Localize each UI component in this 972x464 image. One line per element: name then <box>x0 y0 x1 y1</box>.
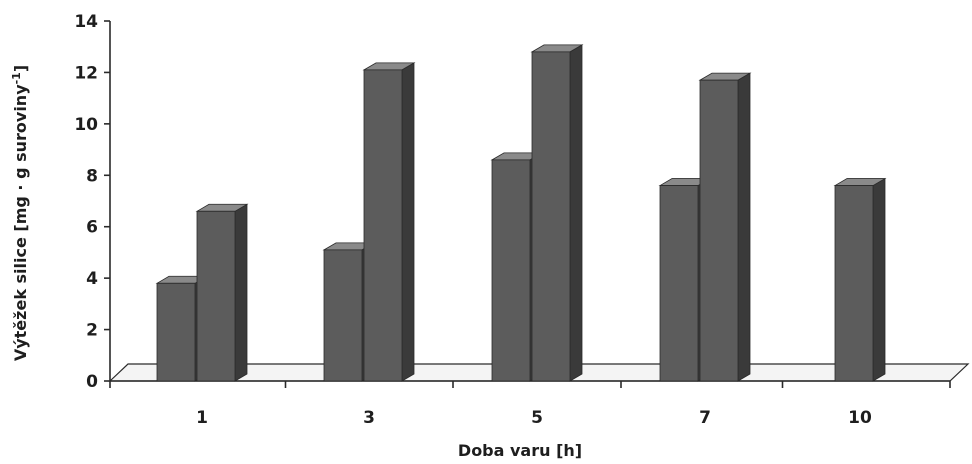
bar-front-face <box>323 249 363 382</box>
bar-side-face <box>872 177 886 382</box>
y-tick-label: 6 <box>86 218 98 238</box>
bar-side-face <box>737 72 751 382</box>
bar-3-series-2 <box>362 62 416 382</box>
bars <box>155 44 887 382</box>
bar-7-series-2 <box>698 72 752 382</box>
bar-front-face <box>834 185 874 382</box>
x-tick-label: 5 <box>531 408 543 428</box>
y-axis-title-main: Výtěžek silice [mg · g suroviny <box>11 84 30 361</box>
bar-front-face <box>156 282 196 382</box>
bar-side-face <box>234 203 248 382</box>
x-tick-label: 10 <box>848 408 872 428</box>
y-tick-label: 14 <box>74 12 98 32</box>
y-tick-label: 4 <box>86 269 98 289</box>
x-tick-label: 7 <box>699 408 711 428</box>
y-tick-label: 0 <box>86 372 98 392</box>
x-tick-label: 3 <box>363 408 375 428</box>
y-axis-title-end: ] <box>11 65 30 72</box>
bar-side-face <box>569 44 583 382</box>
x-axis-title: Doba varu [h] <box>458 441 582 460</box>
bar-1-series-2 <box>195 203 249 382</box>
bar-10-series-1 <box>833 177 887 382</box>
y-tick-label: 8 <box>86 166 98 186</box>
bar-front-face <box>659 185 699 382</box>
y-tick-label: 2 <box>86 321 98 341</box>
y-axis-title: Výtěžek silice [mg · g suroviny-1] <box>10 65 30 361</box>
tick-labels: 0 2 4 6 8 10 12 14 1 3 5 7 10 <box>74 12 872 428</box>
bar-side-face <box>401 62 415 382</box>
bar-front-face <box>531 51 571 382</box>
bar-front-face <box>699 79 739 382</box>
bar-front-face <box>491 159 531 382</box>
bar-front-face <box>363 69 403 382</box>
bar-5-series-2 <box>530 44 584 382</box>
y-tick-label: 12 <box>74 63 98 83</box>
y-axis-title-superscript: -1 <box>10 72 23 84</box>
x-tick-label: 1 <box>196 408 208 428</box>
y-tick-label: 10 <box>74 115 98 135</box>
bar-front-face <box>196 210 236 382</box>
